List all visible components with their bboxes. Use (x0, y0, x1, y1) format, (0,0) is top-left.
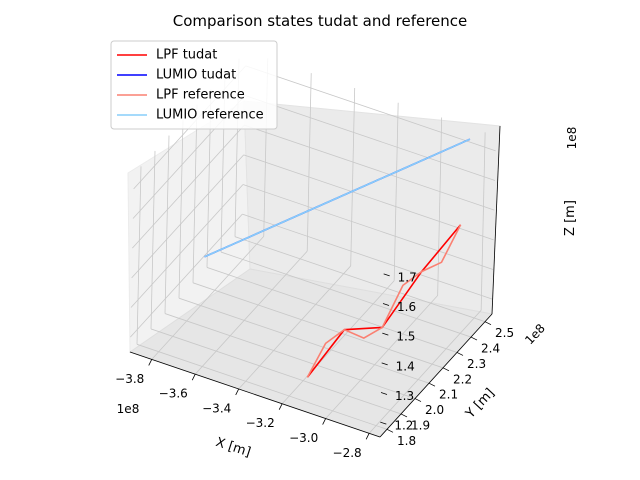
grid-lines (130, 58, 496, 434)
x-tick-label: −3.0 (289, 431, 318, 445)
grid-line (136, 343, 388, 430)
grid-line (350, 87, 356, 266)
grid-line (242, 184, 494, 270)
z-tick-label: 1.5 (396, 330, 415, 344)
grid-line (192, 282, 444, 369)
series-line-3 (204, 138, 471, 258)
y-tick-label: 2.2 (453, 372, 472, 386)
data-lines (204, 138, 471, 378)
grid-line (480, 132, 486, 311)
grid-line (164, 313, 416, 399)
grid-line (368, 310, 482, 434)
z-axis-label: Z [m] (563, 200, 578, 236)
tick-mark (456, 352, 464, 356)
grid-line (325, 295, 438, 419)
tick-mark (380, 392, 388, 395)
grid-line (220, 251, 472, 338)
grid-line (131, 154, 244, 279)
legend-label: LUMIO tudat (156, 68, 236, 83)
grid-line (306, 73, 312, 252)
x-tick-label: −3.6 (159, 387, 188, 401)
grid-line (194, 250, 308, 375)
tick-mark (322, 418, 327, 425)
tick-mark (414, 398, 422, 402)
chart-title: Comparison states tudat and reference (173, 12, 468, 30)
tick-mark (191, 373, 196, 381)
tick-labels: −3.8−3.6−3.4−3.2−3.0−2.81.81.92.02.12.22… (115, 270, 514, 459)
tick-marks (148, 273, 492, 440)
tick-mark (383, 273, 390, 277)
grid-line (192, 104, 198, 283)
tick-mark (365, 433, 370, 440)
x-tick-label: −2.8 (333, 446, 362, 460)
grid-line (136, 166, 142, 345)
y-axis-offset-label: 1e8 (522, 321, 548, 347)
grid-line (243, 154, 494, 241)
tick-mark (400, 413, 408, 418)
tick-mark (470, 336, 478, 341)
z-tick-label: 1.6 (397, 300, 416, 314)
z-tick-label: 1.7 (398, 270, 417, 284)
grid-line (132, 124, 245, 249)
y-tick-label: 1.8 (397, 434, 416, 448)
tick-mark (278, 403, 283, 410)
tick-mark (382, 332, 389, 336)
grid-line (238, 265, 351, 390)
series-line-2 (306, 224, 462, 378)
tick-mark (428, 382, 436, 387)
legend-label: LUMIO reference (156, 108, 264, 123)
grid-line (393, 102, 399, 281)
y-tick-label: 2.5 (495, 326, 514, 340)
grid-line (281, 280, 395, 405)
axis-lines (129, 125, 501, 438)
tick-mark (484, 321, 492, 326)
grid-line (206, 267, 458, 353)
grid-line (130, 184, 244, 308)
tick-mark (380, 421, 387, 425)
y-tick-label: 2.0 (425, 403, 444, 417)
grid-line (151, 236, 265, 360)
grid-line (245, 65, 496, 152)
y-tick-label: 1.9 (411, 418, 430, 432)
grid-line (178, 297, 430, 384)
tick-mark (442, 367, 450, 372)
grid-line (234, 236, 486, 323)
x-tick-label: −3.4 (202, 401, 231, 415)
grid-line (242, 213, 493, 300)
tick-mark (386, 428, 394, 433)
tick-mark (235, 388, 240, 396)
y-axis-label: Y [m] (462, 386, 497, 422)
grid-line (244, 124, 495, 211)
tick-mark (381, 362, 388, 366)
x-tick-label: −3.2 (246, 416, 275, 430)
grid-line (437, 117, 443, 296)
legend-label: LPF reference (156, 88, 245, 103)
grid-line (150, 328, 402, 415)
y-tick-label: 2.3 (467, 357, 486, 371)
tick-mark (382, 303, 390, 306)
y-tick-label: 2.1 (439, 388, 458, 402)
x-axis-label: X [m] (214, 435, 253, 460)
legend: LPF tudat LUMIO tudat LPF reference LUMIO r… (110, 40, 278, 130)
y-tick-label: 2.4 (481, 342, 500, 356)
x-tick-label: −3.8 (115, 372, 144, 386)
grid-line (164, 135, 170, 314)
grid-line (178, 120, 184, 299)
grid-line (244, 95, 496, 181)
grid-line (130, 213, 243, 338)
z-tick-label: 1.3 (395, 389, 414, 403)
grid-line (150, 150, 156, 329)
legend-label: LPF tudat (156, 48, 217, 63)
x-axis-offset-label: 1e8 (117, 402, 140, 416)
z-axis-offset-label: 1e8 (565, 127, 579, 150)
z-tick-label: 1.4 (396, 359, 415, 373)
tick-mark (148, 359, 153, 366)
z-tick-label: 1.2 (394, 419, 413, 433)
